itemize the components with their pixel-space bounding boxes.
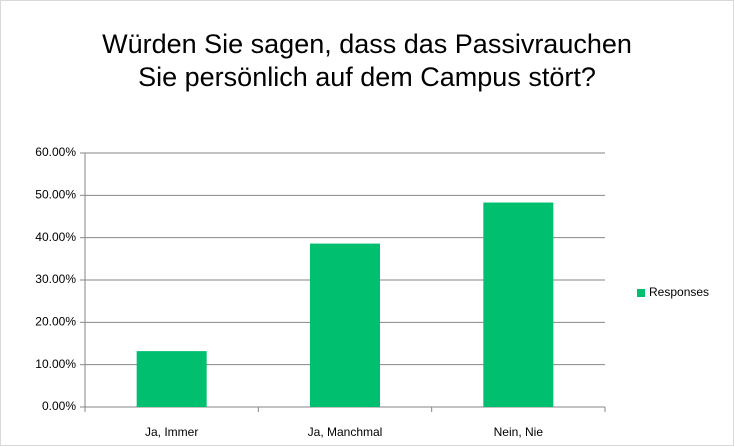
y-tick-label: 20.00% <box>35 315 76 329</box>
bar <box>310 243 380 407</box>
y-tick-label: 30.00% <box>35 272 76 286</box>
y-tick-label: 50.00% <box>35 188 76 202</box>
legend-label: Responses <box>649 285 709 299</box>
y-tick-label: 60.00% <box>35 145 76 159</box>
x-tick-label: Ja, Immer <box>145 425 198 439</box>
chart-title: Würden Sie sagen, dass das Passivrauchen… <box>102 29 632 92</box>
bar <box>483 202 554 407</box>
y-tick-label: 40.00% <box>35 230 76 244</box>
y-tick-label: 10.00% <box>35 357 76 371</box>
legend-swatch <box>637 289 645 297</box>
y-tick-label: 0.00% <box>42 399 76 413</box>
x-tick-label: Ja, Manchmal <box>308 425 383 439</box>
x-tick-label: Nein, Nie <box>494 425 544 439</box>
bar <box>136 351 207 407</box>
